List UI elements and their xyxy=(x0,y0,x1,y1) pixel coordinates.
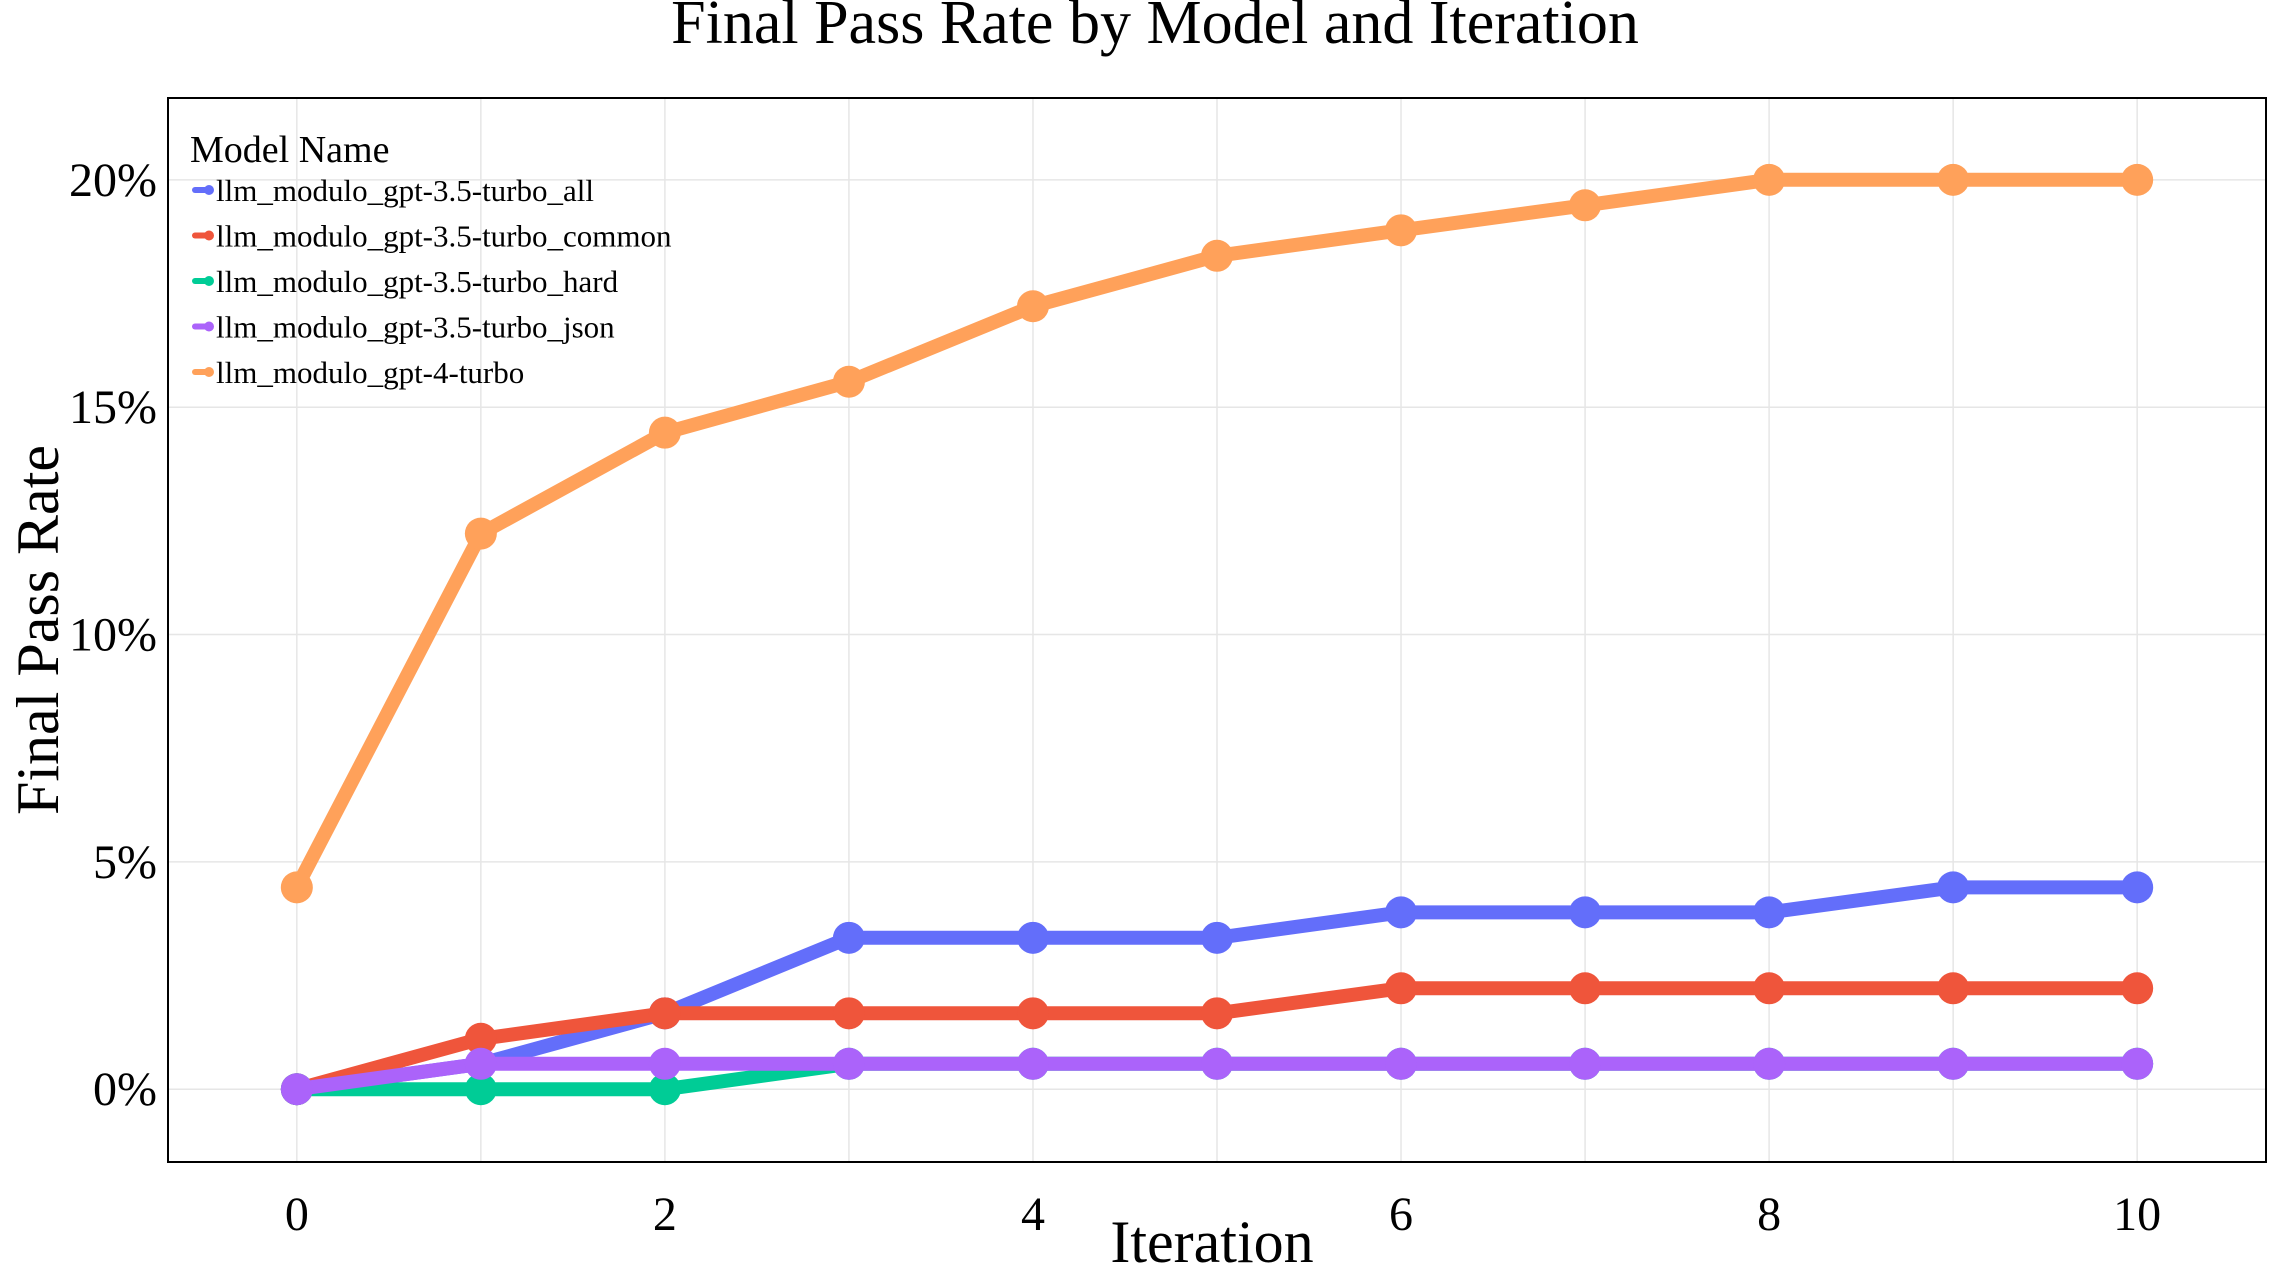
legend-label: llm_modulo_gpt-3.5-turbo_json xyxy=(216,310,615,345)
data-point xyxy=(1569,896,1602,929)
legend-swatch-marker xyxy=(204,276,214,286)
legend-title: Model Name xyxy=(190,129,389,171)
x-tick-label: 4 xyxy=(1021,1188,1045,1241)
data-point xyxy=(648,1047,681,1080)
data-point xyxy=(1569,189,1602,222)
data-point xyxy=(1016,921,1049,954)
data-point xyxy=(2121,1047,2154,1080)
data-point xyxy=(1937,972,1970,1005)
data-point xyxy=(1016,997,1049,1030)
data-point xyxy=(648,997,681,1030)
x-tick-label: 8 xyxy=(1757,1188,1781,1241)
y-tick-label: 20% xyxy=(69,154,157,207)
series-llm_modulo_gpt-4-turbo xyxy=(280,163,2154,904)
legend: Model Name llm_modulo_gpt-3.5-turbo_alll… xyxy=(190,129,672,390)
legend-swatch-marker xyxy=(204,321,214,332)
y-axis-ticks: 0% 5% 10% 15% 20% xyxy=(69,154,157,1116)
legend-swatch-marker xyxy=(204,230,214,241)
legend-swatch-marker xyxy=(204,185,214,195)
data-point xyxy=(1569,972,1602,1005)
data-point xyxy=(1753,972,1786,1005)
x-axis-ticks: 0 2 4 6 8 10 xyxy=(285,1188,2161,1241)
y-tick-label: 5% xyxy=(93,836,157,889)
x-tick-label: 6 xyxy=(1389,1188,1413,1241)
y-tick-label: 15% xyxy=(69,381,157,434)
legend-swatch-marker xyxy=(204,367,214,377)
data-point xyxy=(1201,239,1233,272)
legend-label: llm_modulo_gpt-3.5-turbo_common xyxy=(216,219,672,254)
data-point xyxy=(1016,290,1049,323)
data-point xyxy=(464,1047,497,1080)
series-llm_modulo_gpt-3.5-turbo_json xyxy=(280,1047,2154,1106)
data-point xyxy=(2121,163,2154,196)
legend-label: llm_modulo_gpt-4-turbo xyxy=(216,355,524,390)
x-axis-label: Iteration xyxy=(1110,1209,1313,1275)
legend-item: llm_modulo_gpt-3.5-turbo_common xyxy=(192,219,672,254)
data-point xyxy=(1201,997,1233,1030)
data-point xyxy=(1201,921,1233,954)
legend-item: llm_modulo_gpt-3.5-turbo_json xyxy=(192,310,615,345)
data-point xyxy=(1016,1047,1049,1080)
data-point xyxy=(648,416,681,449)
chart-title: Final Pass Rate by Model and Iteration xyxy=(671,0,1639,57)
legend-label: llm_modulo_gpt-3.5-turbo_hard xyxy=(216,264,619,299)
data-point xyxy=(1569,1047,1602,1080)
x-tick-label: 0 xyxy=(285,1188,309,1241)
data-point xyxy=(648,1073,681,1106)
legend-item: llm_modulo_gpt-3.5-turbo_hard xyxy=(192,264,619,299)
data-point xyxy=(1937,871,1970,904)
data-point xyxy=(2121,871,2154,904)
legend-item: llm_modulo_gpt-4-turbo xyxy=(192,355,524,390)
x-tick-label: 10 xyxy=(2113,1188,2161,1241)
data-point xyxy=(1753,163,1786,196)
data-point xyxy=(1385,972,1418,1005)
legend-item: llm_modulo_gpt-3.5-turbo_all xyxy=(192,173,594,208)
data-point xyxy=(464,1073,497,1106)
data-point xyxy=(1385,896,1418,929)
data-point xyxy=(1385,214,1418,247)
data-point xyxy=(1201,1047,1233,1080)
data-point xyxy=(280,871,313,904)
y-axis-label: Final Pass Rate xyxy=(5,445,71,815)
data-point xyxy=(1385,1047,1418,1080)
data-point xyxy=(832,1047,865,1080)
y-tick-label: 0% xyxy=(93,1063,157,1116)
data-point xyxy=(2121,972,2154,1005)
data-point xyxy=(1753,1047,1786,1080)
x-tick-label: 2 xyxy=(653,1188,677,1241)
legend-items: llm_modulo_gpt-3.5-turbo_all llm_modulo_g… xyxy=(192,173,672,390)
data-point xyxy=(832,365,865,398)
data-point xyxy=(1937,1047,1970,1080)
data-point xyxy=(280,1073,313,1106)
data-point xyxy=(1937,163,1970,196)
series-layer xyxy=(280,163,2154,1106)
legend-label: llm_modulo_gpt-3.5-turbo_all xyxy=(216,173,594,208)
plot-area-frame xyxy=(167,97,2267,1163)
data-point xyxy=(832,921,865,954)
y-tick-label: 10% xyxy=(69,609,157,662)
data-point xyxy=(1753,896,1786,929)
data-point xyxy=(464,517,497,550)
data-point xyxy=(464,1022,497,1055)
data-point xyxy=(832,997,865,1030)
